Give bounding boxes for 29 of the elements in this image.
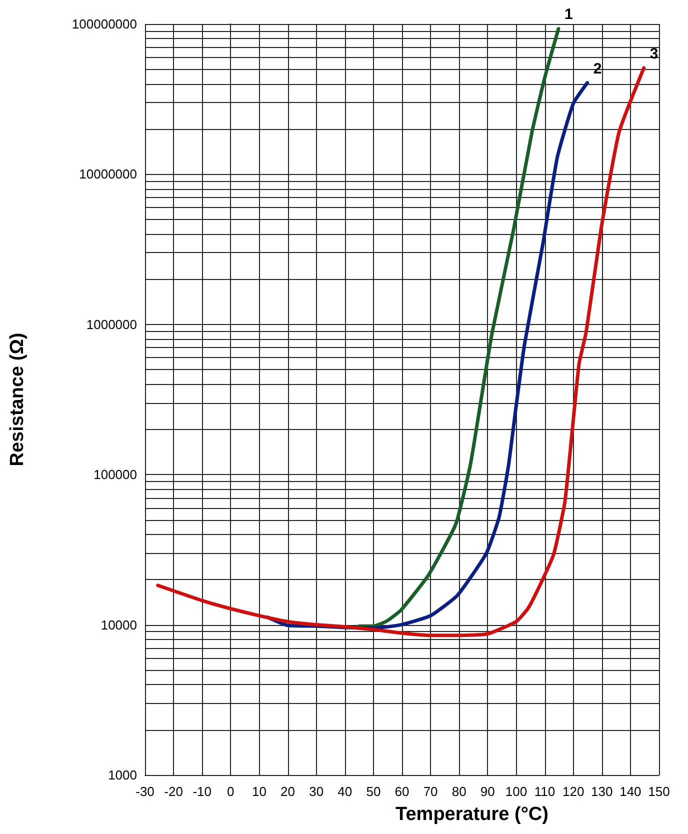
- x-tick-label: 10: [252, 784, 266, 799]
- y-tick-label: 1000: [108, 768, 137, 782]
- x-tick-label: 50: [366, 784, 381, 799]
- y-tick-label: 1000000: [86, 316, 137, 332]
- x-axis-title: Temperature (°C): [396, 804, 548, 825]
- x-tick-label: 0: [227, 784, 234, 799]
- x-tick-label: 100: [505, 784, 528, 799]
- x-tick-label: -20: [164, 784, 183, 799]
- x-tick-label: 150: [648, 784, 670, 799]
- x-tick-label: 40: [338, 784, 352, 799]
- x-tick-label: 80: [452, 784, 466, 799]
- x-tick-label: 20: [280, 784, 296, 799]
- x-tick-label: 130: [591, 784, 613, 799]
- y-tick-label: 10000: [100, 617, 137, 632]
- x-tick-label: 70: [423, 784, 438, 799]
- x-tick-label: 140: [620, 784, 642, 799]
- x-tick-label: -30: [136, 784, 154, 799]
- y-tick-label: 100000: [94, 467, 137, 482]
- x-tick-label: 90: [480, 784, 495, 799]
- line-series: [357, 26, 560, 628]
- y-tick-label: 100000000: [72, 16, 137, 32]
- y-tick-label: 10000000: [79, 166, 137, 182]
- x-tick-label: 30: [309, 784, 324, 799]
- y-axis-title: Resistance (Ω): [7, 332, 28, 466]
- x-tick-label: -10: [192, 784, 212, 799]
- x-tick-label: 110: [534, 784, 556, 799]
- series-label: 1: [564, 6, 573, 24]
- x-tick-label: 60: [394, 784, 410, 799]
- x-tick-label: 120: [562, 784, 584, 799]
